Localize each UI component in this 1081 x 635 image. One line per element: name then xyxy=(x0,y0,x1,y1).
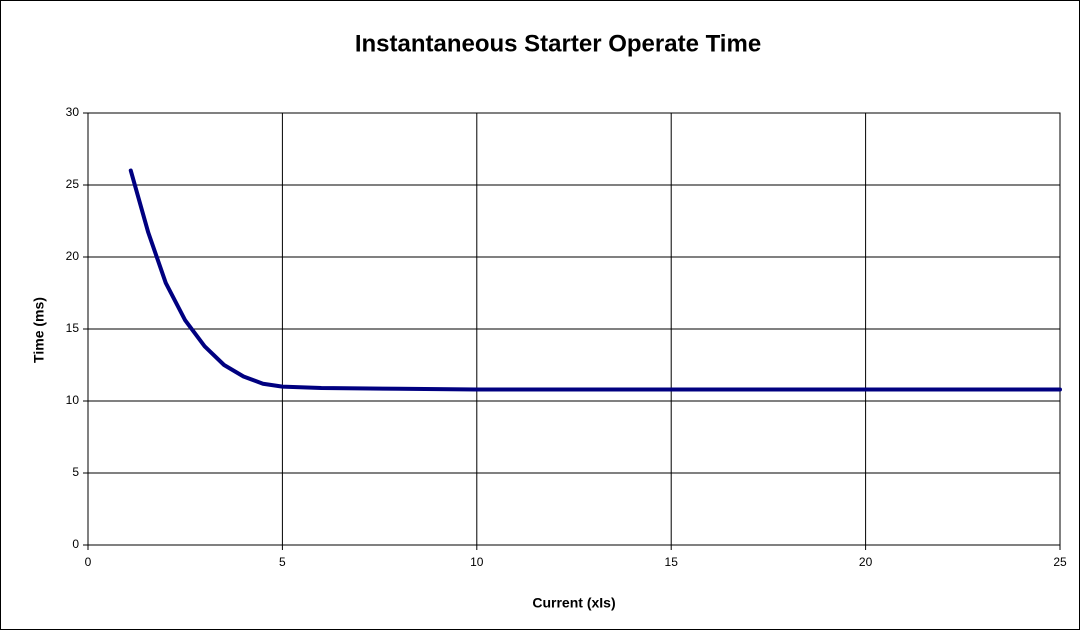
y-tick-label: 30 xyxy=(66,105,80,119)
x-tick-label: 15 xyxy=(665,555,679,569)
y-tick-label: 5 xyxy=(72,465,79,479)
x-tick-label: 5 xyxy=(279,555,286,569)
y-tick-label: 0 xyxy=(72,537,79,551)
y-tick-label: 25 xyxy=(66,177,80,191)
plot-frame xyxy=(87,112,1061,546)
x-tick-label: 25 xyxy=(1053,555,1067,569)
y-axis-label: Time (ms) xyxy=(31,297,47,363)
x-tick-label: 20 xyxy=(859,555,873,569)
y-tick-label: 20 xyxy=(66,249,80,263)
chart-title: Instantaneous Starter Operate Time xyxy=(355,30,761,57)
x-tick-label: 10 xyxy=(470,555,484,569)
y-tick-label: 10 xyxy=(66,393,80,407)
data-line xyxy=(128,168,1062,392)
y-tick-label: 15 xyxy=(66,321,80,335)
x-tick-label: 0 xyxy=(85,555,92,569)
x-axis-label: Current (xIs) xyxy=(532,595,615,611)
